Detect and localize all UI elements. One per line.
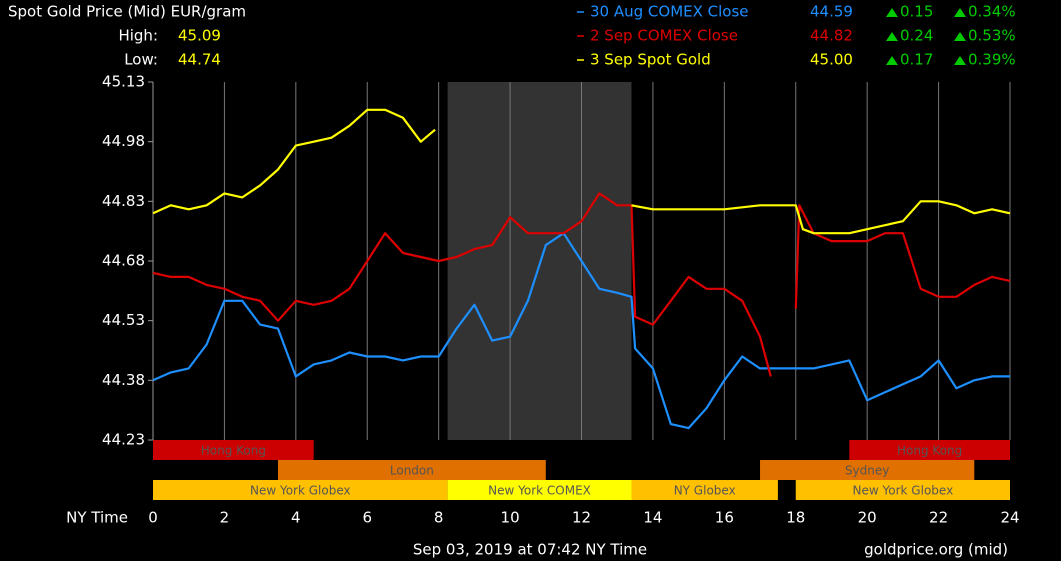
x-tick-label: 6 <box>362 509 372 527</box>
up-arrow <box>954 32 966 41</box>
y-tick-label: 44.83 <box>102 192 145 210</box>
legend-value: 44.59 <box>810 3 853 21</box>
session-bar <box>153 440 314 460</box>
x-tick-label: 16 <box>715 509 734 527</box>
x-tick-label: 10 <box>501 509 520 527</box>
session-bar <box>760 460 975 480</box>
x-tick-label: 4 <box>291 509 301 527</box>
session-label: New York COMEX <box>488 484 591 498</box>
series-line <box>152 232 1010 430</box>
low-value: 44.74 <box>178 51 221 69</box>
session-bar <box>849 440 1010 460</box>
legend-change-pct: 0.53% <box>968 27 1016 45</box>
legend-label: 3 Sep Spot Gold <box>590 51 711 69</box>
low-label: Low: <box>124 51 158 69</box>
x-tick-label: 14 <box>643 509 662 527</box>
x-tick-label: 2 <box>220 509 230 527</box>
x-tick-label: 0 <box>148 509 158 527</box>
session-label: Hong Kong <box>201 444 266 458</box>
up-arrow <box>886 32 898 41</box>
legend-change: 0.17 <box>900 51 933 69</box>
legend-change: 0.24 <box>900 27 933 45</box>
x-tick-label: 20 <box>858 509 877 527</box>
y-tick-label: 45.13 <box>102 73 145 91</box>
x-tick-label: 8 <box>434 509 444 527</box>
y-tick-label: 44.68 <box>102 252 145 270</box>
legend-label: 30 Aug COMEX Close <box>590 3 749 21</box>
y-tick-label: 44.23 <box>102 431 145 449</box>
timestamp: Sep 03, 2019 at 07:42 NY Time <box>413 541 647 559</box>
y-tick-label: 44.98 <box>102 132 145 150</box>
session-label: NY Globex <box>674 484 736 498</box>
x-axis-label: NY Time <box>66 509 128 527</box>
source: goldprice.org (mid) <box>864 541 1008 559</box>
up-arrow <box>954 56 966 65</box>
y-tick-label: 44.53 <box>102 311 145 329</box>
legend-value: 44.82 <box>810 27 853 45</box>
session-label: New York Globex <box>250 484 351 498</box>
session-label: London <box>390 464 434 478</box>
high-label: High: <box>118 27 158 45</box>
series-line <box>152 108 1011 235</box>
x-tick-label: 18 <box>786 509 805 527</box>
legend-change-pct: 0.39% <box>968 51 1016 69</box>
legend-label: 2 Sep COMEX Close <box>590 27 738 45</box>
up-arrow <box>886 8 898 17</box>
chart-title: Spot Gold Price (Mid) EUR/gram <box>8 3 246 21</box>
y-tick-label: 44.38 <box>102 371 145 389</box>
x-tick-label: 24 <box>1000 509 1019 527</box>
session-label: Hong Kong <box>897 444 962 458</box>
session-bar <box>277 460 546 480</box>
x-tick-label: 12 <box>572 509 591 527</box>
x-tick-label: 22 <box>929 509 948 527</box>
session-label: New York Globex <box>853 484 954 498</box>
high-value: 45.09 <box>178 27 221 45</box>
session-bar <box>153 480 448 500</box>
session-bar <box>795 480 1010 500</box>
series-line <box>152 192 1011 377</box>
legend-change-pct: 0.34% <box>968 3 1016 21</box>
session-bar <box>447 480 632 500</box>
up-arrow <box>886 56 898 65</box>
session-label: Sydney <box>845 464 889 478</box>
up-arrow <box>954 8 966 17</box>
legend-value: 45.00 <box>810 51 853 69</box>
session-bar <box>631 480 778 500</box>
legend-change: 0.15 <box>900 3 933 21</box>
